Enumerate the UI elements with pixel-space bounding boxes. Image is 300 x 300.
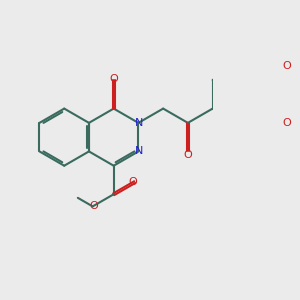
- Text: O: O: [128, 177, 137, 187]
- Text: O: O: [109, 74, 118, 84]
- Text: O: O: [282, 118, 291, 128]
- Text: O: O: [184, 150, 192, 160]
- Text: N: N: [135, 118, 143, 128]
- Text: O: O: [282, 61, 291, 71]
- Text: N: N: [135, 146, 143, 156]
- Text: O: O: [89, 201, 98, 211]
